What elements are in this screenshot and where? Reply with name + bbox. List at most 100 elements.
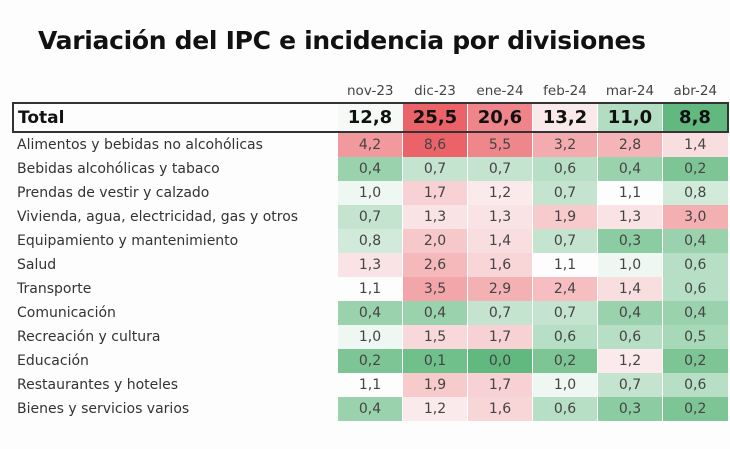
table-row: Comunicación 0,4 0,4 0,7 0,7 0,4 0,4	[13, 301, 729, 325]
row-label: Equipamiento y mantenimiento	[17, 233, 239, 249]
heatmap-cell: 0,4	[338, 301, 403, 325]
heatmap-cell: 1,7	[467, 325, 533, 349]
header-blank	[13, 80, 338, 103]
heatmap-cell: 0,6	[662, 253, 729, 277]
heatmap-cell: 1,0	[597, 253, 663, 277]
table-row: Transporte 1,1 3,5 2,9 2,4 1,4 0,6	[13, 277, 729, 301]
table-row: Restaurantes y hoteles 1,1 1,9 1,7 1,0 0,7 0,6	[13, 373, 729, 397]
heatmap-cell: 0,2	[338, 349, 403, 373]
header-row: nov-23 dic-23 ene-24 feb-24 mar-24 abr-24	[13, 80, 728, 103]
heatmap-cell: 4,2	[338, 132, 403, 157]
heatmap-cell: 1,5	[402, 325, 468, 349]
heatmap-cell: 1,1	[532, 253, 598, 277]
heatmap-cell: 1,9	[402, 373, 468, 397]
row-label: Recreación y cultura	[17, 329, 161, 345]
heatmap-cell: 1,1	[338, 277, 403, 301]
heatmap-cell: 0,6	[532, 157, 598, 181]
total-row: Total 12,8 25,5 20,6 13,2 11,0 8,8	[12, 102, 729, 133]
heatmap-cell: 2,4	[532, 277, 598, 301]
heatmap-cell: 1,2	[402, 397, 468, 421]
table-row: Educación 0,2 0,1 0,0 0,2 1,2 0,2	[13, 349, 729, 373]
table-row: Alimentos y bebidas no alcohólicas 4,2 8,6…	[13, 132, 729, 157]
table-row: Vivienda, agua, electricidad, gas y otro…	[13, 205, 729, 229]
column-header: ene-24	[476, 83, 524, 99]
heatmap-cell: 1,2	[467, 181, 533, 205]
heatmap-cell: 8,6	[402, 132, 468, 157]
heatmap-cell: 0,2	[662, 397, 729, 421]
row-label: Transporte	[17, 281, 92, 297]
table-row: Salud 1,3 2,6 1,6 1,1 1,0 0,6	[13, 253, 729, 277]
heatmap-cell: 0,4	[402, 301, 468, 325]
heatmap-cell: 0,4	[338, 397, 403, 421]
heatmap-cell: 1,1	[338, 373, 403, 397]
heatmap-cell: 3,2	[532, 132, 598, 157]
heatmap-cell: 0,4	[597, 301, 663, 325]
heatmap-cell: 1,4	[662, 132, 729, 157]
heatmap-cell: 12,8	[338, 102, 403, 133]
table-row: Prendas de vestir y calzado 1,0 1,7 1,2 0,7 1…	[13, 181, 729, 205]
row-label: Comunicación	[17, 305, 116, 321]
heatmap-cell: 0,4	[338, 157, 403, 181]
table-row: Bebidas alcohólicas y tabaco 0,4 0,7 0,7 0,6…	[13, 157, 729, 181]
heatmap-cell: 3,0	[662, 205, 729, 229]
heatmap-cell: 0,4	[597, 157, 663, 181]
heatmap-cell: 0,2	[532, 349, 598, 373]
heatmap-cell: 0,4	[662, 229, 729, 253]
column-header: feb-24	[543, 83, 587, 99]
row-label: Educación	[17, 353, 89, 369]
heatmap-cell: 2,6	[402, 253, 468, 277]
heatmap-table: nov-23 dic-23 ene-24 feb-24 mar-24 abr-24 Tot…	[12, 80, 729, 421]
heatmap-cell: 0,7	[532, 181, 598, 205]
row-label: Salud	[17, 257, 57, 273]
heatmap-cell: 1,2	[597, 349, 663, 373]
column-header: nov-23	[347, 83, 394, 99]
row-label: Total	[12, 102, 338, 133]
heatmap-cell: 0,7	[402, 157, 468, 181]
heatmap-cell: 0,5	[662, 325, 729, 349]
heatmap-cell: 1,1	[597, 181, 663, 205]
row-label: Bebidas alcohólicas y tabaco	[17, 161, 220, 177]
heatmap-cell: 0,6	[597, 325, 663, 349]
row-label: Vivienda, agua, electricidad, gas y otro…	[17, 209, 299, 225]
table-row: Recreación y cultura 1,0 1,5 1,7 0,6 0,6 0,5	[13, 325, 729, 349]
heatmap-cell: 0,3	[597, 229, 663, 253]
heatmap-cell: 2,9	[467, 277, 533, 301]
heatmap-cell: 0,1	[402, 349, 468, 373]
heatmap-cell: 0,3	[597, 397, 663, 421]
heatmap-cell: 1,6	[467, 397, 533, 421]
heatmap-cell: 0,0	[467, 349, 533, 373]
heatmap-cell: 1,0	[338, 325, 403, 349]
heatmap-cell: 0,7	[467, 301, 533, 325]
heatmap-cell: 1,7	[402, 181, 468, 205]
row-label: Restaurantes y hoteles	[17, 377, 179, 393]
heatmap-cell: 1,6	[467, 253, 533, 277]
table-row: Bienes y servicios varios 0,4 1,2 1,6 0,6 0,3…	[13, 397, 729, 421]
heatmap-cell: 5,5	[467, 132, 533, 157]
heatmap-cell: 25,5	[402, 102, 468, 133]
heatmap-cell: 1,7	[467, 373, 533, 397]
row-label: Alimentos y bebidas no alcohólicas	[17, 137, 263, 153]
heatmap-cell: 1,3	[597, 205, 663, 229]
heatmap-cell: 0,7	[532, 301, 598, 325]
heatmap-cell: 0,2	[662, 349, 729, 373]
heatmap-cell: 2,8	[597, 132, 663, 157]
column-header: mar-24	[605, 83, 655, 99]
heatmap-cell: 13,2	[532, 102, 598, 133]
heatmap-cell: 11,0	[597, 102, 663, 133]
heatmap-cell: 3,5	[402, 277, 468, 301]
table-row: Equipamiento y mantenimiento 0,8 2,0 1,4 0,7…	[13, 229, 729, 253]
heatmap-cell: 0,6	[662, 373, 729, 397]
heatmap-cell: 0,8	[338, 229, 403, 253]
heatmap-cell: 0,8	[662, 181, 729, 205]
row-label: Bienes y servicios varios	[17, 401, 190, 417]
heatmap-cell: 0,4	[662, 301, 729, 325]
heatmap-cell: 1,4	[597, 277, 663, 301]
heatmap-cell: 0,6	[662, 277, 729, 301]
heatmap-cell: 0,7	[597, 373, 663, 397]
heatmap-cell: 1,4	[467, 229, 533, 253]
heatmap-cell: 1,3	[338, 253, 403, 277]
heatmap-cell: 0,6	[532, 325, 598, 349]
column-header: abr-24	[673, 83, 718, 99]
heatmap-cell: 1,0	[338, 181, 403, 205]
heatmap-cell: 0,7	[338, 205, 403, 229]
